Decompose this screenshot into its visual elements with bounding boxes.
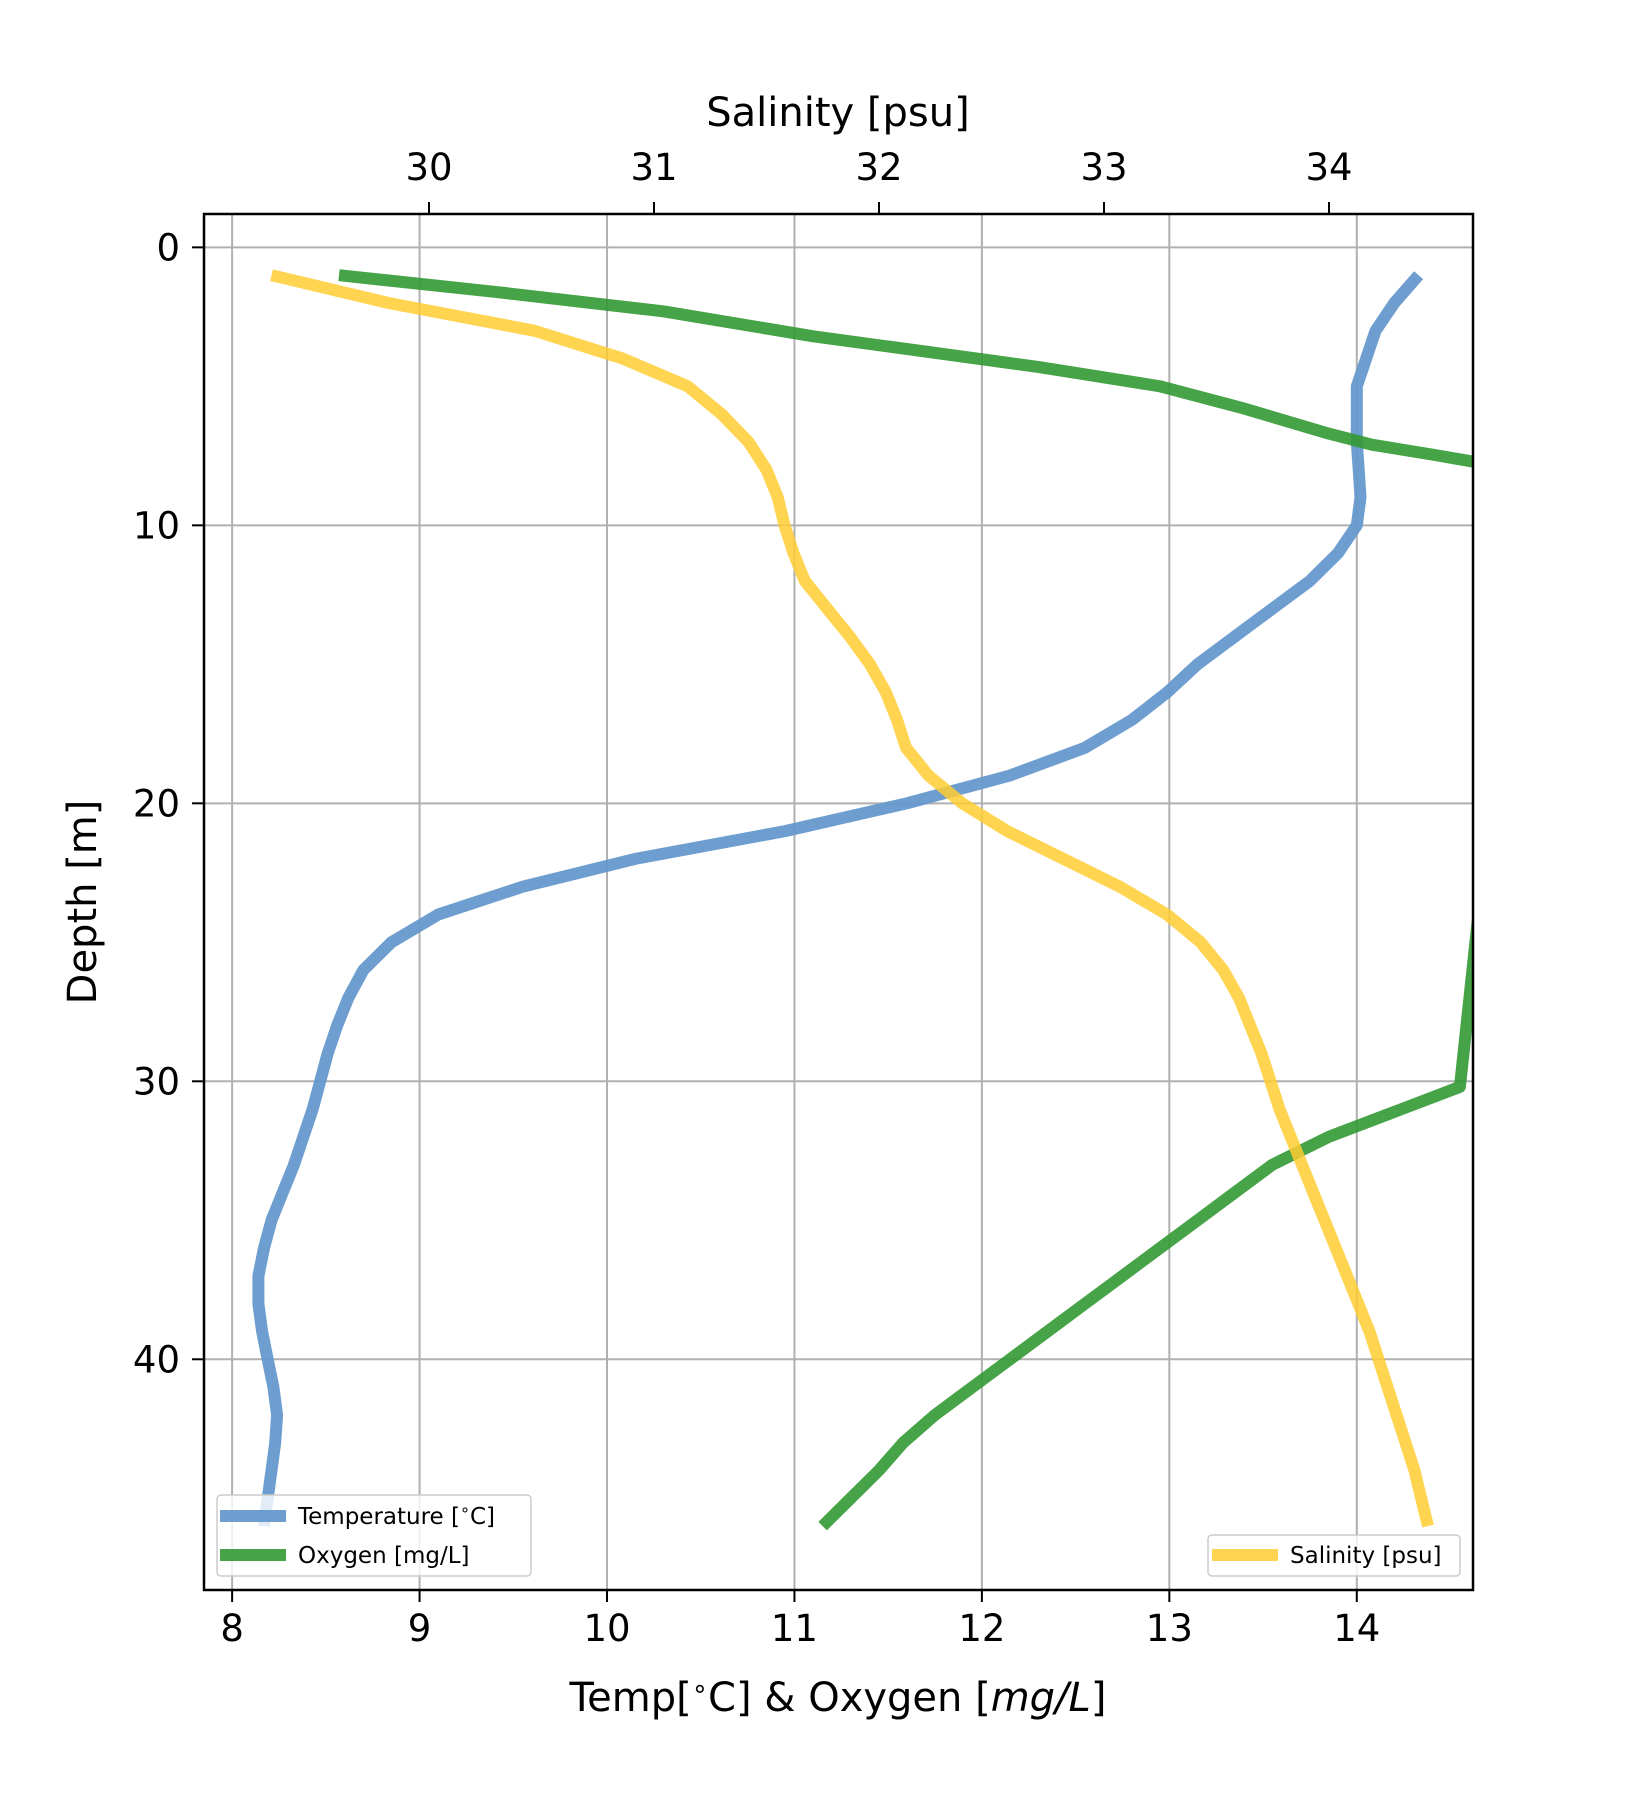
series-line-temperature (252, 271, 1424, 1527)
legend-left-box (216, 1494, 532, 1577)
legend-label-salinity: Salinity [psu] (1290, 1543, 1442, 1569)
x-top-tick-label: 32 (855, 146, 902, 189)
y-tick-label: 0 (156, 226, 180, 269)
x-bottom-title-degree: ∘ (692, 1674, 708, 1704)
y-tick-label: 40 (133, 1338, 180, 1381)
y-axis-title: Depth [m] (60, 800, 106, 1005)
x-top-axis-title: Salinity [psu] (706, 90, 969, 136)
legend-temperature-unit: C] (470, 1504, 495, 1530)
plot-frame (202, 212, 1475, 1592)
x-top-tick-label: 33 (1080, 146, 1127, 189)
x-bottom-axis-title: Temp[∘C] & Oxygen [mg/L] (569, 1674, 1107, 1721)
x-bottom-tick-label: 8 (220, 1607, 244, 1650)
x-top-tick-label: 34 (1305, 146, 1352, 189)
x-bottom-tick-label: 10 (583, 1607, 630, 1650)
x-bottom-tick-label: 12 (958, 1607, 1005, 1650)
legend-left: Temperature [∘C] Oxygen [mg/L] (216, 1494, 532, 1577)
series-lines (252, 269, 1473, 1531)
y-tick-label: 20 (133, 782, 180, 825)
series-line-oxygen (338, 269, 1473, 1531)
y-tick-label: 30 (133, 1060, 180, 1103)
x-bottom-title-part-3: ] (1091, 1675, 1107, 1721)
x-top-tick-label: 31 (630, 146, 677, 189)
legend-label-oxygen: Oxygen [mg/L] (298, 1543, 469, 1569)
x-bottom-tick-label: 14 (1333, 1607, 1380, 1650)
legend-label-temperature: Temperature [∘C] (297, 1500, 495, 1530)
grid-lines (204, 214, 1473, 1590)
axes: 8 9 10 11 12 13 14 30 31 32 33 34 0 10 20 30 40 (133, 146, 1380, 1650)
x-bottom-title-unit: mg/L (991, 1675, 1091, 1721)
series-line-salinity (270, 269, 1434, 1528)
legend-temperature-text: Temperature [ (297, 1504, 460, 1530)
legend-right: Salinity [psu] (1207, 1534, 1461, 1577)
x-top-tick-label: 30 (405, 146, 452, 189)
x-bottom-title-part-1: Temp[ (569, 1675, 692, 1721)
x-bottom-title-part-2: C] & Oxygen [ (708, 1675, 991, 1721)
y-tick-label: 10 (133, 504, 180, 547)
legend-right-box (1207, 1534, 1461, 1577)
x-bottom-tick-label: 9 (408, 1607, 432, 1650)
legend-temperature-degree: ∘ (460, 1500, 470, 1519)
x-bottom-tick-label: 11 (771, 1607, 818, 1650)
x-bottom-tick-label: 13 (1146, 1607, 1193, 1650)
